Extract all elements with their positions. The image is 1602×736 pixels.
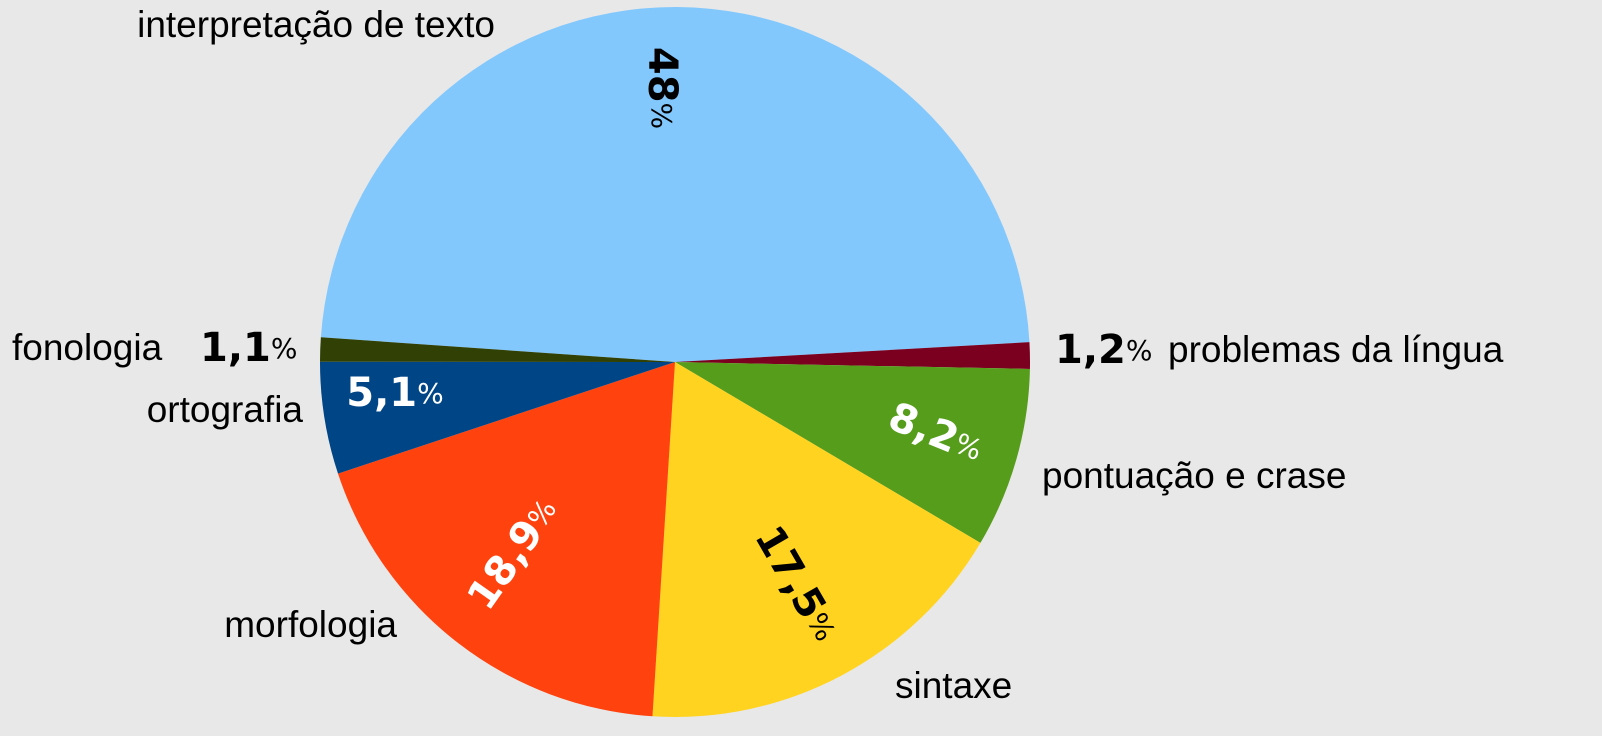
value-label: 1,2% — [1055, 327, 1152, 373]
category-label: ortografia — [147, 389, 304, 430]
value-number: 1,1 — [200, 325, 271, 371]
value-label: 1,1% — [200, 325, 297, 371]
pie-slice — [320, 361, 675, 474]
value-unit: % — [417, 377, 444, 410]
pie-slice — [320, 7, 1030, 362]
value-unit: % — [645, 103, 678, 130]
pie-slice — [675, 342, 1030, 369]
category-label: fonologia — [12, 327, 163, 368]
pie-slice — [320, 337, 675, 362]
value-unit: % — [1126, 334, 1153, 367]
value-number: 1,2 — [1055, 327, 1126, 373]
value-label: 48% — [639, 47, 685, 129]
value-label: 5,1% — [346, 370, 443, 416]
pie-slice — [337, 362, 675, 717]
category-label: pontuação e crase — [1042, 455, 1346, 496]
value-unit: % — [271, 332, 298, 365]
pie-slice — [652, 362, 981, 717]
category-label: morfologia — [224, 604, 397, 645]
category-label: problemas da língua — [1168, 329, 1504, 370]
pie-slice — [675, 362, 1030, 543]
value-number: 5,1 — [346, 370, 417, 416]
category-label: sintaxe — [895, 665, 1012, 706]
category-label: interpretação de texto — [137, 4, 495, 45]
value-number: 48 — [639, 47, 685, 103]
